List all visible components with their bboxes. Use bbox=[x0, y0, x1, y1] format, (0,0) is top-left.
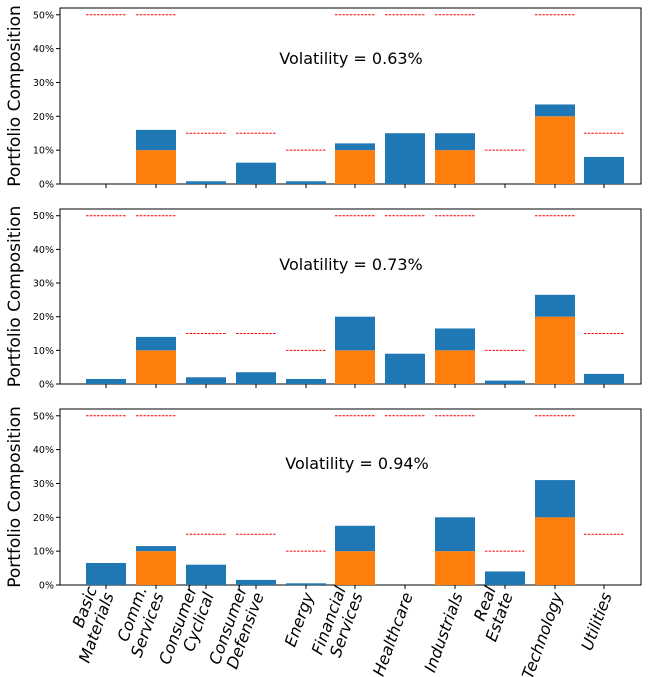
x-tick-label-line: Technology bbox=[518, 589, 567, 677]
bar-blue bbox=[86, 378, 126, 384]
y-tick-label: 20% bbox=[33, 312, 54, 323]
bar-orange bbox=[335, 551, 375, 585]
bar-blue bbox=[584, 373, 624, 384]
bar-blue bbox=[186, 564, 226, 585]
bar-blue bbox=[86, 563, 126, 585]
y-tick-label: 20% bbox=[33, 513, 54, 524]
bar-blue bbox=[584, 156, 624, 184]
y-tick-label: 50% bbox=[33, 411, 54, 422]
x-tick-label: RealEstate bbox=[465, 583, 517, 644]
volatility-label: Volatility = 0.63% bbox=[279, 49, 423, 68]
x-tick-label-line: Healthcare bbox=[369, 590, 417, 677]
y-axis-label: Portfolio Composition bbox=[5, 206, 25, 388]
bar-orange bbox=[136, 150, 176, 184]
y-tick-label: 10% bbox=[33, 146, 54, 157]
bar-blue bbox=[186, 377, 226, 384]
x-tick-label: Technology bbox=[518, 589, 567, 677]
bar-blue bbox=[335, 525, 375, 552]
x-tick-label-line: Industrials bbox=[420, 590, 466, 675]
x-tick-label: BasicMaterials bbox=[58, 584, 118, 666]
bar-blue bbox=[435, 517, 475, 552]
bar-blue bbox=[136, 336, 176, 351]
bar-blue bbox=[485, 571, 525, 585]
x-tick-label-line: Utilities bbox=[577, 590, 615, 653]
y-tick-label: 0% bbox=[39, 180, 54, 191]
bar-blue bbox=[286, 181, 326, 184]
y-axis-label: Portfolio Composition bbox=[5, 406, 25, 588]
y-tick-label: 50% bbox=[33, 10, 54, 21]
bar-blue bbox=[136, 129, 176, 151]
bar-blue bbox=[236, 372, 276, 384]
y-tick-label: 30% bbox=[33, 479, 54, 490]
y-tick-label: 20% bbox=[33, 112, 54, 123]
y-tick-label: 10% bbox=[33, 547, 54, 558]
bar-orange bbox=[535, 116, 575, 184]
bar-blue bbox=[535, 104, 575, 117]
bar-blue bbox=[385, 353, 425, 384]
x-tick-label: FinancialServices bbox=[308, 583, 367, 663]
bar-blue bbox=[535, 480, 575, 518]
bar-blue bbox=[236, 579, 276, 585]
bar-blue bbox=[286, 583, 326, 585]
y-tick-label: 40% bbox=[33, 445, 54, 456]
bar-blue bbox=[435, 328, 475, 351]
y-tick-label: 50% bbox=[33, 211, 54, 222]
bar-blue bbox=[186, 181, 226, 184]
y-tick-label: 30% bbox=[33, 78, 54, 89]
bar-blue bbox=[286, 378, 326, 384]
y-tick-label: 10% bbox=[33, 346, 54, 357]
panel-3: Portfolio Composition 0% 10% 20% 30% 40% 50% Vo… bbox=[5, 406, 642, 592]
y-tick-label: 0% bbox=[39, 581, 54, 592]
x-tick-label: Utilities bbox=[577, 590, 615, 653]
bar-orange bbox=[136, 350, 176, 384]
bar-blue bbox=[385, 133, 425, 184]
panel-1: Portfolio Composition 0% 10% 20% 30% 40% 50% Vo… bbox=[5, 5, 642, 191]
bar-orange bbox=[435, 551, 475, 585]
bar-blue bbox=[136, 546, 176, 552]
panel-2: Portfolio Composition 0% 10% 20% 30% 40% 50% Vo… bbox=[5, 206, 642, 391]
y-tick-label: 30% bbox=[33, 279, 54, 290]
y-tick-label: 40% bbox=[33, 245, 54, 256]
y-tick-label: 0% bbox=[39, 380, 54, 391]
bar-orange bbox=[535, 316, 575, 384]
volatility-label: Volatility = 0.94% bbox=[285, 454, 429, 473]
bar-orange bbox=[335, 150, 375, 184]
bar-blue bbox=[236, 162, 276, 184]
bar-orange bbox=[435, 150, 475, 184]
bar-orange bbox=[335, 350, 375, 384]
bar-blue bbox=[335, 316, 375, 351]
bar-blue bbox=[435, 133, 475, 151]
bar-orange bbox=[136, 551, 176, 585]
volatility-label: Volatility = 0.73% bbox=[279, 255, 423, 274]
bar-blue bbox=[535, 294, 575, 317]
bar-blue bbox=[485, 380, 525, 384]
bar-orange bbox=[435, 350, 475, 384]
y-axis-label: Portfolio Composition bbox=[5, 5, 25, 187]
bar-orange bbox=[535, 517, 575, 585]
y-tick-label: 40% bbox=[33, 44, 54, 55]
bar-blue bbox=[335, 143, 375, 151]
x-tick-label: Industrials bbox=[420, 590, 466, 675]
x-tick-label: Healthcare bbox=[369, 590, 417, 677]
